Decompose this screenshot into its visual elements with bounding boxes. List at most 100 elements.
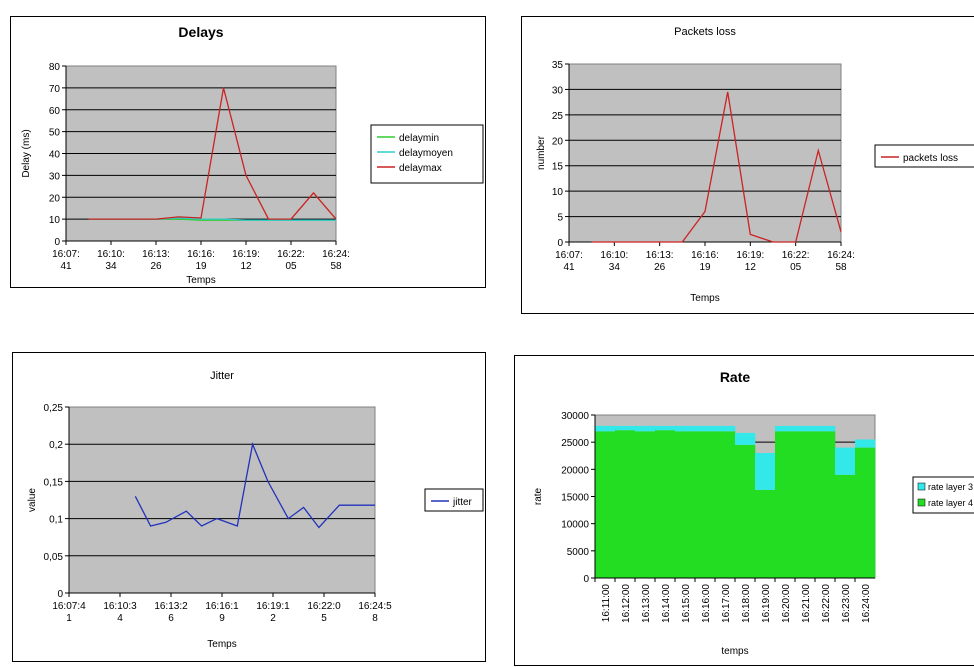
bar-rate-layer-3 <box>655 425 676 431</box>
x-tick-label-line2: 1 <box>66 613 72 624</box>
legend-label: delaymax <box>399 163 442 174</box>
x-tick-label: 16:24:00 <box>861 584 872 623</box>
x-axis-label: Temps <box>186 275 215 286</box>
bar-rate-layer-3 <box>635 425 656 432</box>
x-tick-label: 16:07: <box>52 249 80 260</box>
x-tick-label-line2: 19 <box>699 262 711 273</box>
plot-area <box>68 406 376 594</box>
bar-rate-layer-3 <box>615 425 636 431</box>
x-tick-label: 16:16:1 <box>205 601 239 612</box>
bar-rate-layer-3 <box>675 425 696 432</box>
y-tick-label: 20000 <box>561 465 589 476</box>
x-tick-label: 16:19:00 <box>761 584 772 623</box>
y-tick-label: 40 <box>49 150 61 161</box>
bar-rate-layer-4 <box>735 444 756 578</box>
x-tick-label: 16:15:00 <box>681 584 692 623</box>
y-axis-label: value <box>27 488 38 512</box>
x-tick-label: 16:23:00 <box>841 584 852 623</box>
y-tick-label: 0 <box>57 589 63 600</box>
x-tick-label: 16:21:00 <box>801 584 812 623</box>
x-tick-label: 16:14:00 <box>661 584 672 623</box>
legend-label: delaymin <box>399 133 439 144</box>
x-tick-label: 16:17:00 <box>721 584 732 623</box>
y-tick-label: 15 <box>552 162 564 173</box>
bar-rate-layer-4 <box>715 431 736 578</box>
x-tick-label-line2: 19 <box>195 261 207 272</box>
y-tick-label: 10 <box>552 187 564 198</box>
x-tick-label: 16:24: <box>322 249 350 260</box>
x-tick-label-line2: 41 <box>60 261 72 272</box>
legend-label: delaymoyen <box>399 148 453 159</box>
x-tick-label-line2: 05 <box>790 262 802 273</box>
x-tick-label-line2: 6 <box>168 613 174 624</box>
x-tick-label: 16:19: <box>736 250 764 261</box>
legend-box <box>874 144 974 168</box>
bar-rate-layer-3 <box>595 425 616 432</box>
x-tick-label: 16:20:00 <box>781 584 792 623</box>
x-tick-label-line2: 9 <box>219 613 225 624</box>
y-tick-label: 0 <box>54 237 60 248</box>
x-tick-label: 16:10:3 <box>103 601 137 612</box>
y-tick-label: 20 <box>49 193 61 204</box>
bar-rate-layer-4 <box>595 431 616 578</box>
x-tick-label: 16:22:0 <box>307 601 341 612</box>
y-axis-label: rate <box>533 487 544 505</box>
y-tick-label: 10000 <box>561 520 589 531</box>
x-tick-label: 16:24: <box>827 250 855 261</box>
x-tick-label-line2: 26 <box>150 261 162 272</box>
bar-rate-layer-4 <box>835 474 856 578</box>
y-tick-label: 0,15 <box>44 477 64 488</box>
chart-title: Rate <box>720 369 751 385</box>
bar-rate-layer-4 <box>795 431 816 578</box>
x-tick-label-line2: 26 <box>654 262 666 273</box>
plot-area <box>568 63 842 243</box>
x-axis-label: Temps <box>690 293 719 304</box>
y-tick-label: 0,05 <box>44 552 64 563</box>
x-tick-label: 16:16: <box>187 249 215 260</box>
y-tick-label: 60 <box>49 106 61 117</box>
x-tick-label: 16:10: <box>97 249 125 260</box>
x-tick-label: 16:13:00 <box>641 584 652 623</box>
x-tick-label: 16:16: <box>691 250 719 261</box>
chart-title: Jitter <box>210 370 234 382</box>
bar-rate-layer-4 <box>855 447 876 578</box>
y-tick-label: 50 <box>49 128 61 139</box>
y-tick-label: 0,25 <box>44 403 64 414</box>
x-tick-label: 16:22:00 <box>821 584 832 623</box>
bar-rate-layer-3 <box>795 425 816 432</box>
delays-chart: 0 10 20 30 40 50 60 70 80 Delays Delay (ms) Temps 16… <box>21 24 484 286</box>
x-tick-label: 16:16:00 <box>701 584 712 623</box>
x-tick-label: 16:11:00 <box>601 584 612 623</box>
x-tick-label: 16:13:2 <box>154 601 188 612</box>
legend-swatch <box>917 482 926 491</box>
series-line-delaymax <box>88 87 337 220</box>
series-line-packets-loss <box>591 91 842 243</box>
bar-rate-layer-3 <box>815 425 836 432</box>
y-tick-label: 70 <box>49 84 61 95</box>
y-tick-label: 0 <box>583 574 589 585</box>
x-tick-label-line2: 12 <box>240 261 252 272</box>
bar-rate-layer-3 <box>735 432 756 445</box>
legend-label: rate layer 3 <box>928 482 973 492</box>
bar-rate-layer-4 <box>635 431 656 578</box>
bar-rate-layer-3 <box>695 425 716 432</box>
y-tick-label: 0 <box>557 238 563 249</box>
x-tick-label: 16:19: <box>232 249 260 260</box>
bar-rate-layer-4 <box>655 430 676 578</box>
bar-rate-layer-4 <box>615 430 636 578</box>
jitter-chart: 0 0,05 0,1 0,15 0,2 0,25 Jitter value Temps 16:07… <box>27 370 484 650</box>
x-tick-label: 16:07:4 <box>52 601 86 612</box>
y-tick-label: 5000 <box>567 547 590 558</box>
bar-rate-layer-3 <box>835 447 856 475</box>
rate-chart-panel: 0 5000 10000 15000 20000 25000 30000 Rate rate te… <box>514 355 974 666</box>
bar-rate-layer-3 <box>755 453 776 490</box>
bar-rate-layer-3 <box>715 425 736 432</box>
x-tick-label-line2: 12 <box>745 262 757 273</box>
x-tick-label-line2: 58 <box>835 262 847 273</box>
y-tick-label: 15000 <box>561 493 589 504</box>
y-tick-label: 0,1 <box>49 515 63 526</box>
y-tick-label: 30000 <box>561 411 589 422</box>
delays-chart-panel: 0 10 20 30 40 50 60 70 80 Delays Delay (ms) Temps 16… <box>10 16 486 288</box>
x-tick-label-line2: 8 <box>372 613 378 624</box>
